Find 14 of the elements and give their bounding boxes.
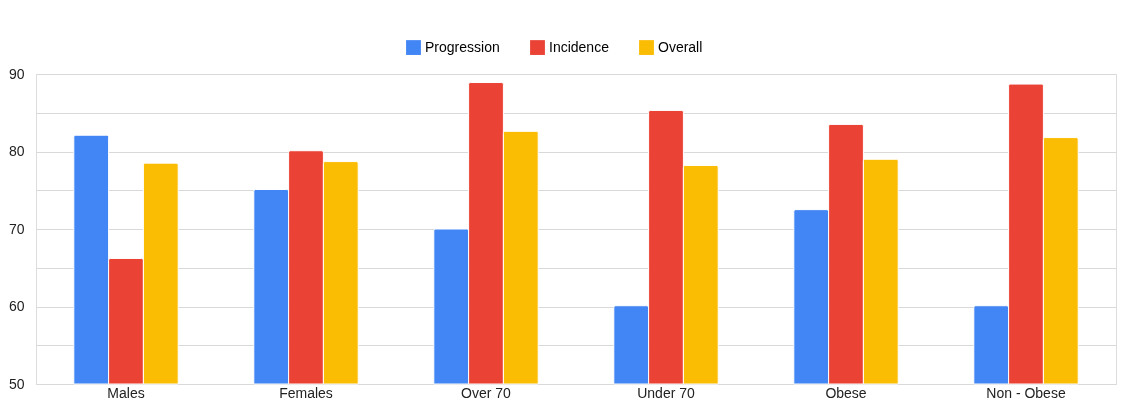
x-tick-label: Non - Obese [986,384,1066,401]
y-tick-label: 60 [8,298,25,314]
x-tick-label: Over 70 [461,384,512,401]
y-tick-label: 70 [8,220,25,237]
y-tick-label: 90 [8,65,25,82]
legend-label: Incidence [549,38,610,55]
legend-label: Overall [658,38,703,55]
x-tick-label: Obese [825,384,867,401]
y-tick-label: 50 [8,375,25,392]
y-tick-label: 80 [8,143,25,159]
legend-label: Progression [425,38,500,55]
x-tick-label: Under 70 [637,384,696,401]
x-tick-label: Females [279,384,333,401]
x-tick-label: Males [107,384,145,401]
